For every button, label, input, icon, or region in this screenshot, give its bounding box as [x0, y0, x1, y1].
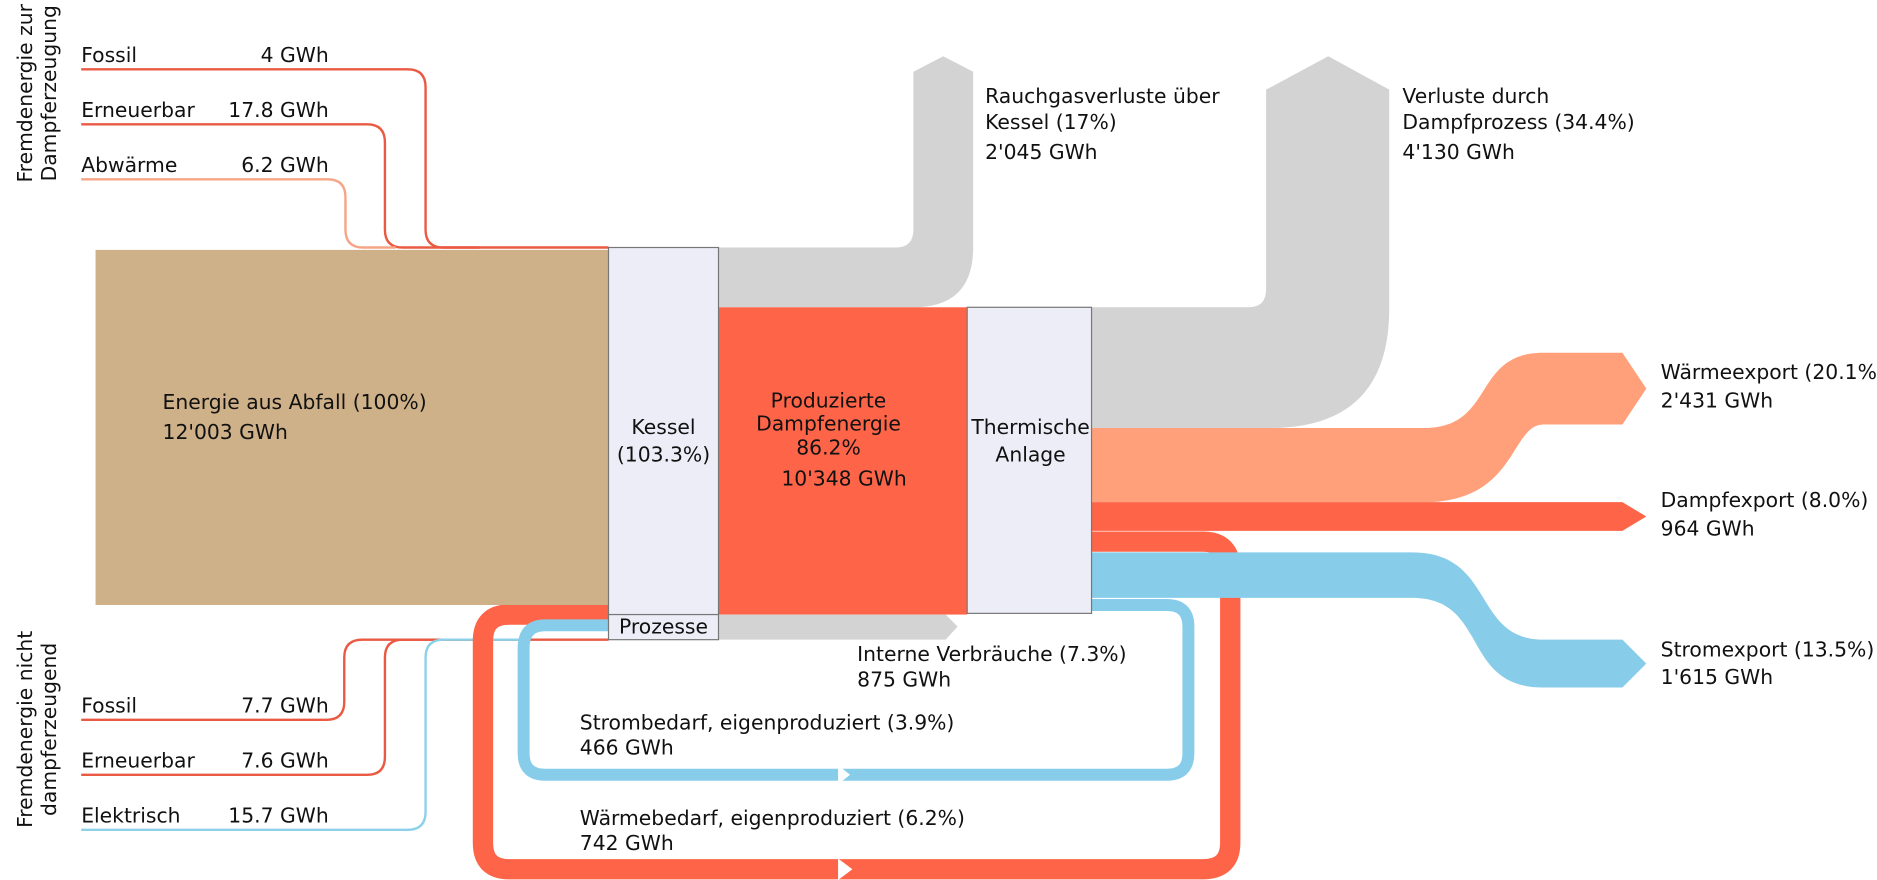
internal-label: Wärmebedarf, eigenproduziert (6.2%) — [580, 806, 965, 830]
output-label: Rauchgasverluste über — [985, 84, 1220, 108]
flow-line — [81, 178, 396, 249]
input-value: 17.8 GWh — [228, 98, 328, 122]
node-label: Thermische — [970, 415, 1089, 439]
node-label: Energie aus Abfall (100%) — [163, 390, 427, 414]
input-value: 7.7 GWh — [241, 694, 328, 718]
input-label: Abwärme — [81, 153, 177, 177]
power-export — [1091, 552, 1647, 688]
input-label: Erneuerbar — [81, 98, 195, 122]
output-value: 1'615 GWh — [1661, 665, 1773, 689]
steam-energy — [718, 307, 968, 615]
internal-value: 875 GWh — [857, 667, 951, 691]
input-value: 6.2 GWh — [241, 153, 328, 177]
input-label: Elektrisch — [81, 804, 180, 828]
side-label: Dampferzeugung — [37, 5, 61, 181]
process-loss — [1091, 56, 1390, 429]
output-label: Stromexport (13.5%) — [1661, 637, 1875, 661]
heat-export — [1091, 352, 1647, 503]
internal-value: 742 GWh — [580, 831, 674, 855]
input-label: Fossil — [81, 694, 137, 718]
node-label: Prozesse — [619, 615, 708, 639]
flow-line — [81, 638, 480, 776]
node-label: Dampfenergie — [756, 411, 901, 435]
plant-node — [966, 306, 1093, 614]
node-value: 12'003 GWh — [163, 420, 288, 444]
output-value: 964 GWh — [1661, 517, 1755, 541]
waste-energy — [95, 249, 609, 606]
process-node — [607, 613, 720, 641]
node-label: Anlage — [995, 443, 1065, 467]
output-value: 2'045 GWh — [985, 140, 1097, 164]
internal-label: Interne Verbräuche (7.3%) — [857, 642, 1126, 666]
input-label: Erneuerbar — [81, 749, 195, 773]
side-label: Fremdenergie nicht — [13, 631, 37, 828]
power-loop — [517, 599, 1195, 781]
input-label: Fossil — [81, 43, 137, 67]
node-label: (103.3%) — [617, 443, 710, 467]
side-label: dampferzeugend — [37, 643, 61, 816]
steam-export — [1091, 502, 1647, 531]
loop-notch — [838, 765, 853, 880]
output-label: Kessel (17%) — [985, 110, 1117, 134]
node-label: Kessel — [631, 415, 695, 439]
node-label: 86.2% — [796, 435, 861, 459]
output-label: Verluste durch — [1402, 84, 1549, 108]
input-value: 15.7 GWh — [228, 804, 328, 828]
flue-loss — [718, 56, 974, 308]
side-label: Fremdenergie zur — [13, 3, 37, 182]
node-label: Produzierte — [771, 389, 887, 413]
output-label: Dampfprozess (34.4%) — [1402, 110, 1634, 134]
input-value: 7.6 GWh — [241, 749, 328, 773]
internal-label: Strombedarf, eigenproduziert (3.9%) — [580, 710, 955, 734]
flow-line — [81, 638, 528, 831]
input-value: 4 GWh — [261, 43, 329, 67]
output-value: 4'130 GWh — [1402, 140, 1514, 164]
internal-value: 466 GWh — [580, 735, 674, 759]
output-label: Wärmeexport (20.1%) — [1661, 360, 1877, 384]
internal-use — [718, 614, 958, 640]
output-value: 2'431 GWh — [1661, 389, 1773, 413]
output-label: Dampfexport (8.0%) — [1661, 488, 1869, 512]
flow-line — [81, 638, 609, 721]
node-value: 10'348 GWh — [781, 466, 906, 490]
flow-line — [81, 123, 480, 249]
